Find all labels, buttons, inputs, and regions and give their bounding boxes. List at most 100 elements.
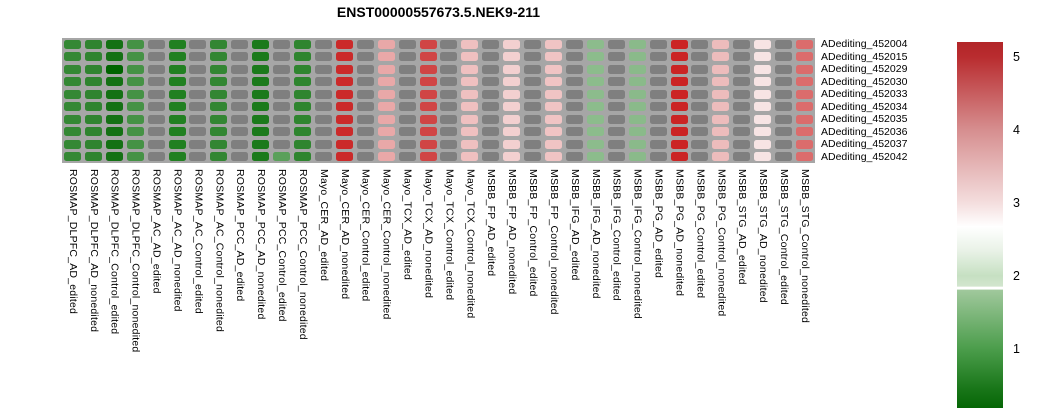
heatmap-cell-rect [712,114,730,124]
heatmap-cell-rect [545,152,563,162]
heatmap-cell [752,126,773,139]
heatmap-cell [62,63,83,76]
column-label: ROSMAP_PCC_Control_nonedited [296,169,309,340]
heatmap-cell-rect [461,39,479,49]
heatmap-cell-rect [461,114,479,124]
heatmap-cell [229,51,250,64]
heatmap-cell [627,88,648,101]
heatmap-cell [543,126,564,139]
heatmap-cell [543,38,564,51]
heatmap-cell [501,126,522,139]
heatmap-cell [250,113,271,126]
heatmap-cell-rect [482,52,500,62]
heatmap-cell [187,113,208,126]
heatmap-cell [418,151,439,164]
heatmap-cell-rect [712,77,730,87]
heatmap-cell [146,126,167,139]
heatmap-cell-rect [63,64,81,74]
heatmap-cell-rect [84,64,102,74]
heatmap-cell [146,51,167,64]
heatmap-cell [710,76,731,89]
heatmap-cell [83,51,104,64]
heatmap-cell-rect [273,102,291,112]
column-label: MSBB_FP_AD_edited [485,169,498,277]
heatmap-cell-rect [252,114,270,124]
heatmap-cell-rect [231,152,249,162]
heatmap-cell-rect [231,39,249,49]
heatmap-cell [334,88,355,101]
row-labels: ADediting_452004 ADediting_452015 ADeditin… [821,38,907,163]
heatmap-cell [480,151,501,164]
column-label: ROSMAP_DLPFC_Control_nonedited [129,169,142,353]
column-label: Mayo_TCX_AD_nonedited [422,169,435,299]
heatmap-cell [585,51,606,64]
heatmap-cell-rect [84,127,102,137]
heatmap-cell [564,63,585,76]
heatmap-cell [585,76,606,89]
heatmap-cell [355,101,376,114]
heatmap-cell [146,101,167,114]
heatmap-cell-rect [628,39,646,49]
heatmap-cell-rect [335,89,353,99]
heatmap-cell [564,101,585,114]
heatmap-cell [292,113,313,126]
heatmap-cell [83,138,104,151]
heatmap-cell-rect [545,89,563,99]
heatmap-cell-rect [796,139,814,149]
heatmap-cell [334,113,355,126]
heatmap-cell-rect [314,102,332,112]
heatmap-cell-rect [775,89,793,99]
heatmap-cell [459,101,480,114]
colorbar-tick-label: 2 [1013,269,1020,283]
heatmap-cell-rect [670,102,688,112]
heatmap-cell [167,88,188,101]
heatmap-cell-rect [168,114,186,124]
heatmap-cell [271,76,292,89]
heatmap-cell-rect [168,89,186,99]
row-label: ADediting_452042 [821,150,908,163]
heatmap-cell [418,88,439,101]
heatmap-cell-rect [126,89,144,99]
heatmap-cell [606,151,627,164]
heatmap-cell-rect [210,52,228,62]
heatmap-cell-rect [252,64,270,74]
heatmap-cell [522,51,543,64]
heatmap-cell-rect [649,114,667,124]
heatmap-cell [397,126,418,139]
heatmap-cell-rect [294,102,312,112]
heatmap-cell-rect [607,89,625,99]
heatmap-cell [773,101,794,114]
heatmap-cell-rect [628,139,646,149]
column-label: Mayo_CER_Control_edited [359,169,372,302]
heatmap-cell-rect [545,39,563,49]
column-label: MSBB_FP_AD_nonedited [506,169,519,295]
heatmap-cell [146,88,167,101]
heatmap-cell-rect [503,89,521,99]
heatmap-cell [794,126,815,139]
heatmap-cell [752,38,773,51]
heatmap-cell-rect [796,127,814,137]
heatmap-cell [125,76,146,89]
row-label: ADediting_452030 [821,75,908,88]
heatmap-cell-rect [189,102,207,112]
heatmap-cell [167,76,188,89]
heatmap-cell-rect [586,64,604,74]
heatmap-cell [543,63,564,76]
heatmap-cell-rect [189,127,207,137]
heatmap-cell-rect [691,39,709,49]
heatmap-cell-rect [252,152,270,162]
colorbar-tick-label: 5 [1013,50,1020,64]
heatmap-cell-rect [628,152,646,162]
column-label: MSBB_PG_AD_edited [652,169,665,279]
heatmap-cell-rect [565,139,583,149]
heatmap-cell-rect [398,77,416,87]
heatmap-cell-rect [754,139,772,149]
heatmap-cell [501,151,522,164]
heatmap-cell [501,76,522,89]
heatmap-cell-rect [545,64,563,74]
heatmap-cell [292,88,313,101]
heatmap-cell [585,38,606,51]
heatmap-cell-rect [524,39,542,49]
heatmap-cell [376,113,397,126]
heatmap-cell-rect [105,102,123,112]
